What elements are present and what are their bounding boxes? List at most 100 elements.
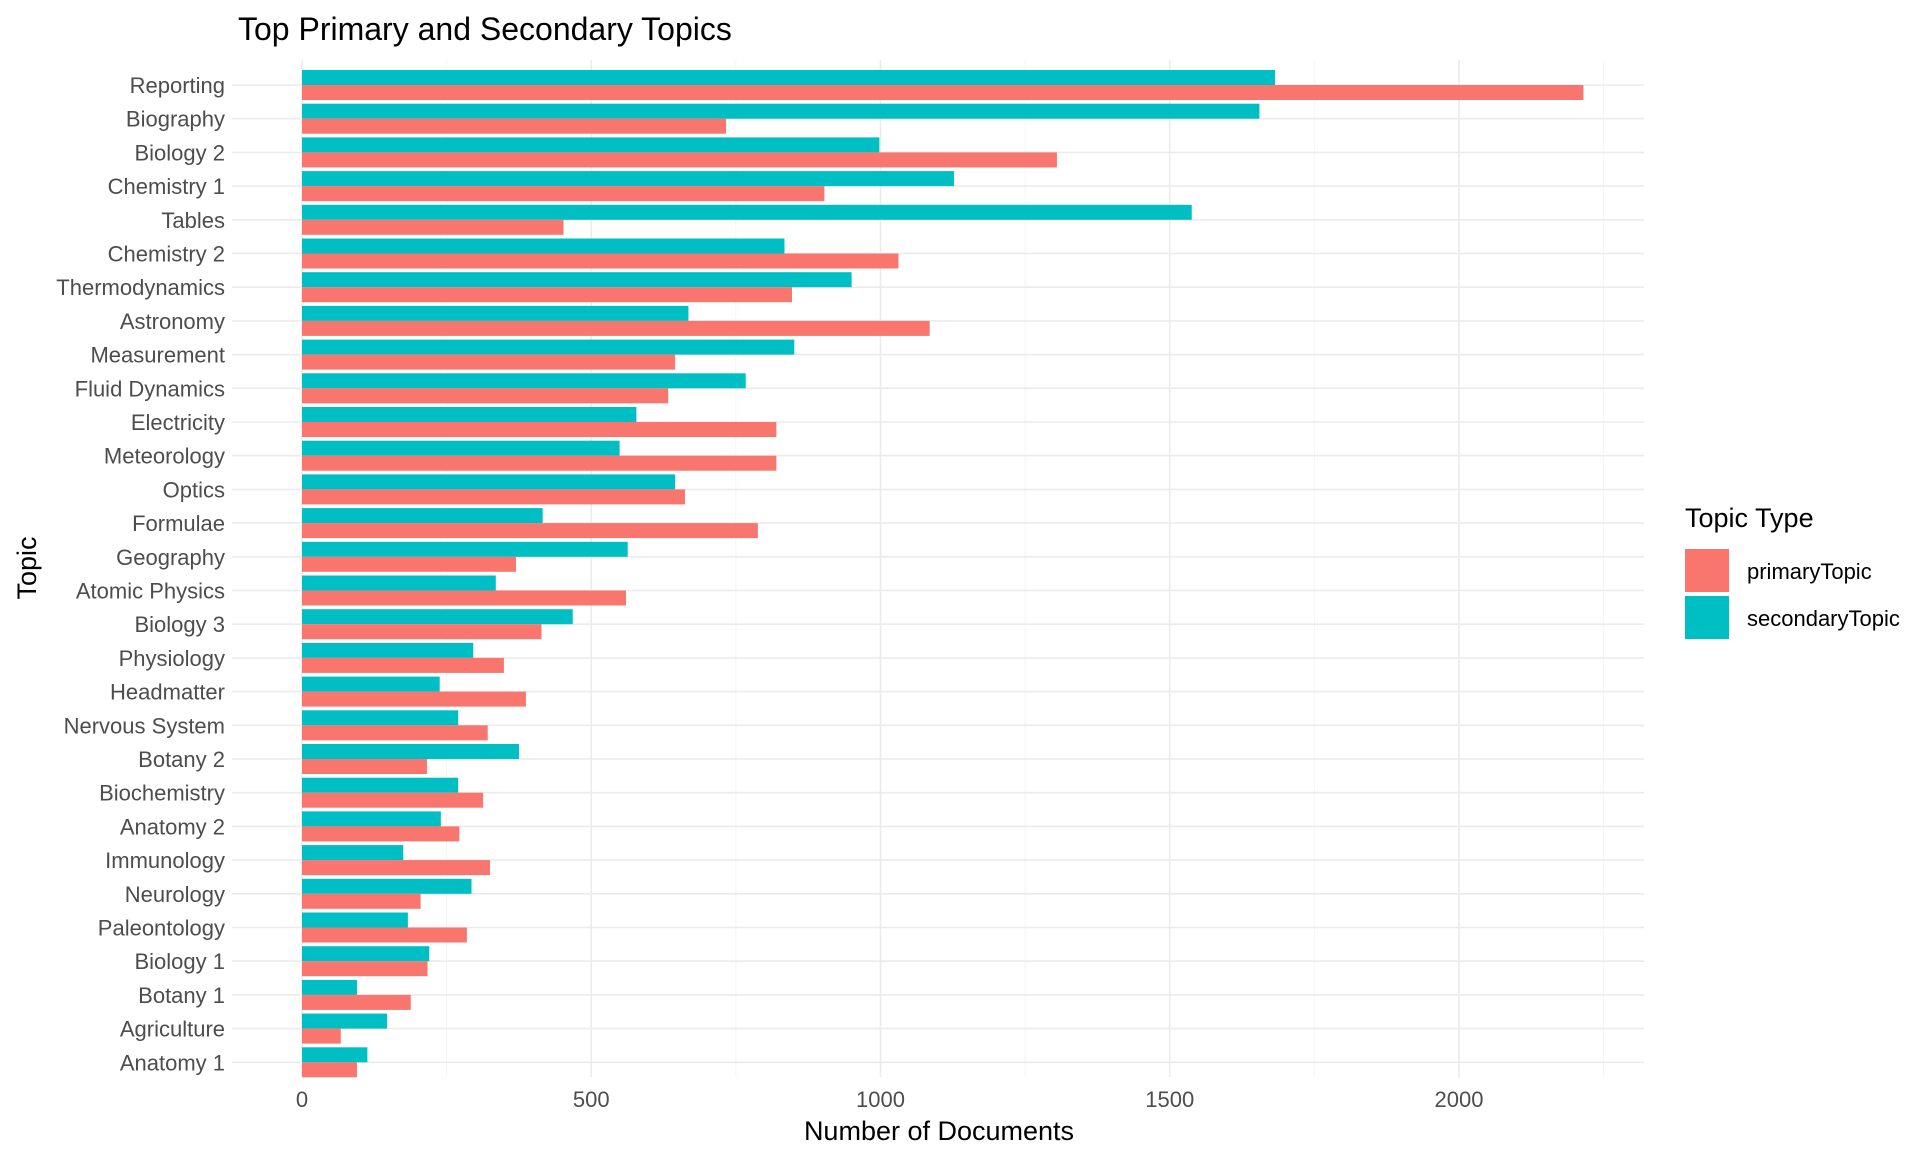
legend-label-primaryTopic: primaryTopic: [1747, 559, 1872, 584]
y-tick-label: Nervous System: [64, 713, 225, 738]
x-tick-label: 500: [573, 1087, 610, 1112]
bar-secondary-physiology: [302, 642, 474, 658]
y-tick-label: Chemistry 2: [108, 242, 225, 267]
bar-primary-nervous-system: [302, 725, 488, 741]
bar-primary-headmatter: [302, 691, 526, 707]
y-tick-label: Formulae: [132, 511, 225, 536]
y-tick-label: Biochemistry: [99, 781, 225, 806]
legend-items: primaryTopic secondaryTopic: [1685, 549, 1900, 639]
legend-key-secondaryTopic: [1685, 596, 1729, 639]
y-tick-label: Astronomy: [120, 309, 225, 334]
bar-secondary-chemistry-2: [302, 238, 785, 254]
y-tick-label: Geography: [116, 545, 225, 570]
y-tick-label: Biology 2: [134, 140, 225, 165]
bar-secondary-atomic-physics: [302, 575, 496, 591]
y-tick-label: Reporting: [130, 73, 225, 98]
y-tick-label: Chemistry 1: [108, 174, 225, 199]
bar-primary-physiology: [302, 657, 504, 673]
bar-primary-atomic-physics: [302, 590, 626, 606]
bar-primary-neurology: [302, 893, 421, 909]
bar-secondary-astronomy: [302, 305, 689, 321]
bar-primary-biology-2: [302, 152, 1057, 168]
bar-primary-anatomy-2: [302, 826, 460, 842]
y-tick-label: Measurement: [90, 343, 225, 368]
bar-secondary-tables: [302, 204, 1192, 220]
y-tick-label: Biology 1: [134, 949, 225, 974]
chart-title: Top Primary and Secondary Topics: [238, 11, 732, 47]
bar-primary-electricity: [302, 422, 777, 437]
y-tick-label: Botany 2: [138, 747, 225, 772]
y-tick-label: Neurology: [125, 882, 225, 907]
bar-primary-biology-3: [302, 624, 542, 640]
y-axis-title: Topic: [12, 536, 42, 599]
y-tick-label: Optics: [163, 477, 225, 502]
x-axis-tick-labels: 0 500 1000 1500 2000: [296, 1087, 1484, 1112]
y-tick-label: Immunology: [105, 848, 225, 873]
y-tick-label: Biography: [126, 107, 225, 132]
y-tick-label: Paleontology: [98, 916, 225, 941]
bar-secondary-paleontology: [302, 912, 408, 928]
y-tick-label: Agriculture: [120, 1017, 225, 1042]
bar-secondary-measurement: [302, 339, 795, 355]
bar-secondary-biochemistry: [302, 777, 459, 793]
y-axis-tick-labels: Reporting Biography Biology 2 Chemistry 1 Ta…: [56, 73, 225, 1075]
bar-primary-geography: [302, 556, 517, 572]
bar-primary-anatomy-1: [302, 1062, 357, 1078]
bar-primary-agriculture: [302, 1028, 341, 1044]
y-tick-label: Thermodynamics: [56, 275, 225, 300]
bar-secondary-agriculture: [302, 1013, 388, 1029]
bar-primary-paleontology: [302, 927, 467, 943]
x-tick-label: 1000: [856, 1087, 905, 1112]
bar-primary-formulae: [302, 523, 758, 539]
y-tick-label: Meteorology: [104, 444, 225, 469]
bar-secondary-biography: [302, 103, 1260, 119]
bar-secondary-reporting: [302, 70, 1276, 85]
y-tick-label: Electricity: [131, 410, 225, 435]
bar-secondary-anatomy-1: [302, 1047, 368, 1063]
x-axis-title: Number of Documents: [804, 1116, 1074, 1146]
y-tick-label: Botany 1: [138, 983, 225, 1008]
bar-primary-immunology: [302, 860, 491, 876]
bar-primary-thermodynamics: [302, 287, 792, 303]
bar-secondary-fluid-dynamics: [302, 373, 746, 389]
legend-label-secondaryTopic: secondaryTopic: [1747, 606, 1900, 631]
bar-primary-tables: [302, 219, 564, 235]
bars-group: [302, 70, 1584, 1078]
bar-secondary-geography: [302, 541, 628, 557]
x-tick-label: 2000: [1435, 1087, 1484, 1112]
legend-key-primaryTopic: [1685, 549, 1729, 592]
bar-primary-measurement: [302, 354, 676, 370]
legend: Topic Type primaryTopic secondaryTopic: [1685, 503, 1900, 639]
bar-secondary-botany-2: [302, 744, 519, 759]
bar-primary-botany-2: [302, 759, 427, 774]
bar-secondary-optics: [302, 474, 676, 490]
bar-secondary-formulae: [302, 508, 543, 524]
bar-secondary-thermodynamics: [302, 272, 852, 288]
bar-primary-astronomy: [302, 320, 930, 336]
bar-secondary-anatomy-2: [302, 811, 441, 827]
bar-secondary-headmatter: [302, 676, 440, 692]
y-tick-label: Fluid Dynamics: [75, 376, 225, 401]
y-tick-label: Anatomy 1: [120, 1050, 225, 1075]
bar-primary-biography: [302, 118, 727, 134]
y-tick-label: Anatomy 2: [120, 814, 225, 839]
y-tick-label: Atomic Physics: [76, 579, 225, 604]
bar-secondary-nervous-system: [302, 710, 459, 726]
bar-secondary-biology-2: [302, 137, 880, 153]
y-tick-label: Tables: [161, 208, 225, 233]
bar-secondary-immunology: [302, 845, 404, 861]
bar-primary-biology-1: [302, 961, 428, 977]
bar-secondary-biology-3: [302, 609, 573, 625]
bar-primary-chemistry-1: [302, 186, 825, 202]
y-tick-label: Headmatter: [110, 680, 225, 705]
y-tick-label: Physiology: [119, 646, 225, 671]
bar-secondary-chemistry-1: [302, 171, 954, 187]
x-tick-label: 1500: [1145, 1087, 1194, 1112]
bar-primary-botany-1: [302, 994, 411, 1010]
bar-primary-meteorology: [302, 455, 777, 471]
bar-primary-biochemistry: [302, 792, 484, 808]
bar-secondary-meteorology: [302, 440, 620, 456]
y-tick-label: Biology 3: [134, 612, 225, 637]
bar-secondary-neurology: [302, 878, 472, 894]
